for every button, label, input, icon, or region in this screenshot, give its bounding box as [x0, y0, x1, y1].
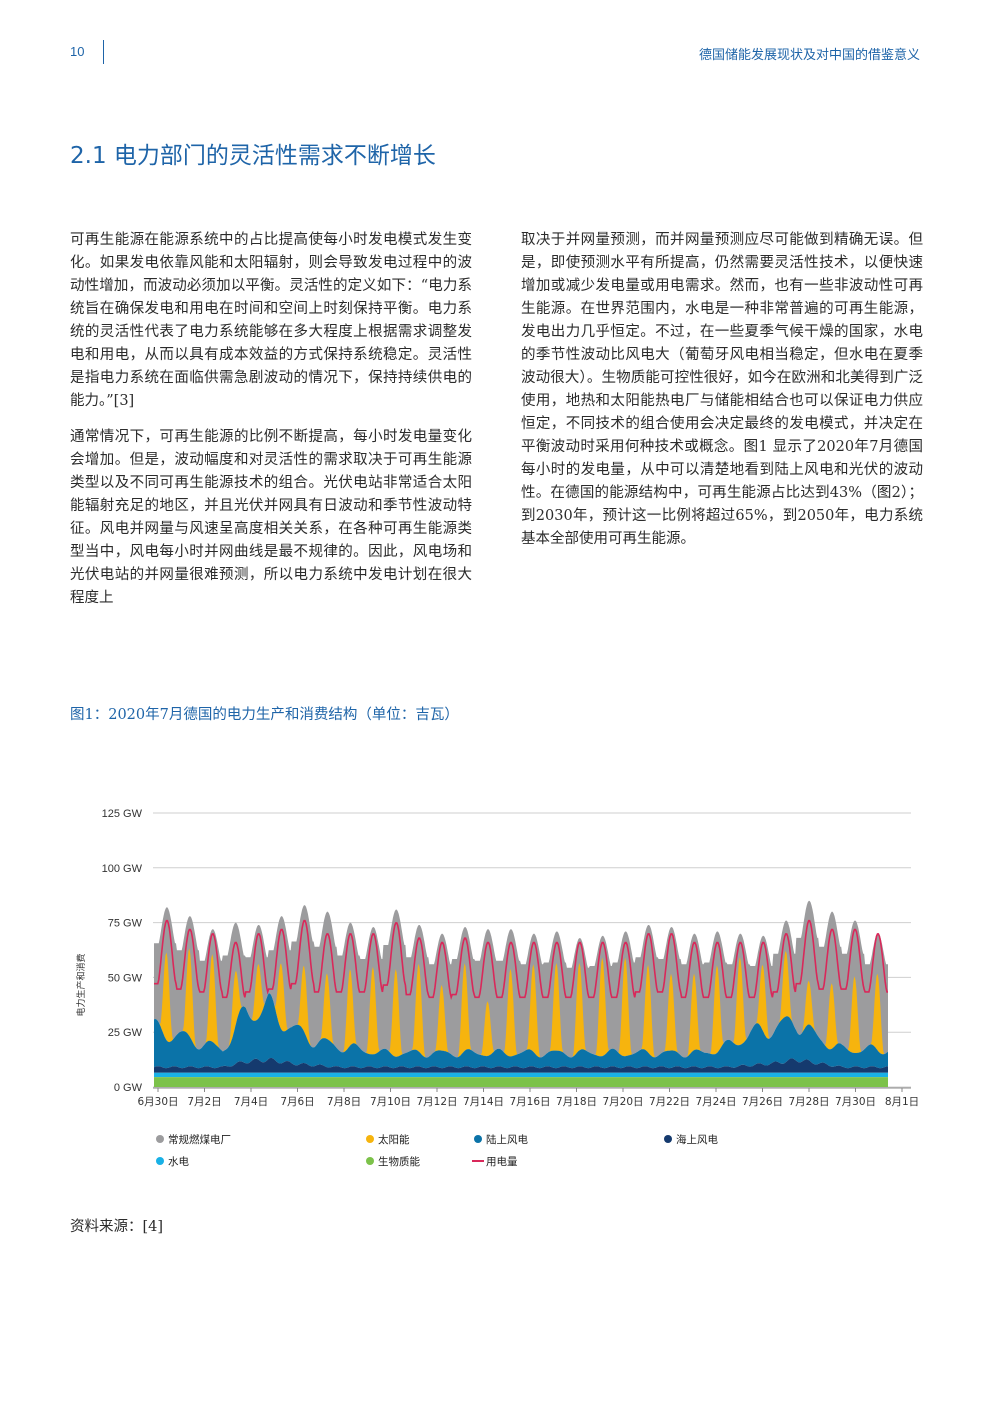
legend-swatch-wind-offshore [664, 1135, 672, 1143]
x-tick-label: 7月26日 [742, 1096, 783, 1108]
x-tick-label: 7月22日 [649, 1096, 690, 1108]
legend-label: 太阳能 [378, 1133, 410, 1146]
x-tick-label: 7月30日 [835, 1096, 876, 1108]
x-tick-label: 7月18日 [556, 1096, 597, 1108]
x-tick-label: 7月16日 [509, 1096, 550, 1108]
x-tick-label: 7月28日 [788, 1096, 829, 1108]
running-header-title: 德国储能发展现状及对中国的借鉴意义 [698, 48, 920, 63]
x-tick-label: 7月12日 [416, 1096, 457, 1108]
x-tick-label: 7月10日 [370, 1096, 411, 1108]
legend-swatch-solar [366, 1135, 374, 1143]
x-tick-label: 7月8日 [327, 1096, 361, 1108]
series-wind-onshore-area [154, 993, 888, 1069]
legend-label: 水电 [168, 1155, 189, 1168]
y-tick-label: 125 GW [102, 808, 143, 820]
body-column-right: 取决于并网量预测，而并网量预测应尽可能做到精确无误。但是，即使预测水平有所提高，… [521, 229, 923, 564]
x-tick-label: 7月24日 [695, 1096, 736, 1108]
y-tick-label: 25 GW [108, 1027, 143, 1039]
y-axis-label: 电力生产和消费 [75, 953, 87, 1016]
page-number: 10 [70, 44, 85, 59]
legend-swatch-conventional [156, 1135, 164, 1143]
series-consumption-line [154, 919, 888, 1001]
figure-caption: 图1：2020年7月德国的电力生产和消费结构（单位：吉瓦） [70, 707, 459, 723]
y-tick-label: 0 GW [114, 1082, 143, 1094]
legend-label: 陆上风电 [486, 1133, 528, 1146]
x-tick-label: 7月14日 [463, 1096, 504, 1108]
x-tick-label: 7月2日 [187, 1096, 221, 1108]
legend-label: 生物质能 [378, 1155, 420, 1168]
y-tick-label: 75 GW [108, 918, 143, 930]
body-paragraph: 可再生能源在能源系统中的占比提高使每小时发电模式发生变化。如果发电依靠风能和太阳… [70, 232, 472, 409]
body-column-left: 可再生能源在能源系统中的占比提高使每小时发电模式发生变化。如果发电依靠风能和太阳… [70, 229, 472, 623]
series-hydro-area [154, 1072, 888, 1078]
x-tick-label: 6月30日 [137, 1096, 178, 1108]
x-tick-label: 8月1日 [885, 1096, 919, 1108]
body-paragraph: 通常情况下，可再生能源的比例不断提高，每小时发电量变化会增加。但是，波动幅度和对… [70, 429, 472, 606]
header-divider [103, 40, 104, 64]
figure-source: 资料来源：[4] [70, 1219, 164, 1235]
series-solar-area [154, 948, 888, 1058]
x-tick-label: 7月6日 [280, 1096, 314, 1108]
legend-label: 常规燃煤电厂 [168, 1133, 231, 1146]
legend-swatch-biomass [366, 1157, 374, 1165]
legend-swatch-hydro [156, 1157, 164, 1165]
section-title: 2.1 电力部门的灵活性需求不断增长 [70, 143, 436, 169]
x-tick-label: 7月4日 [234, 1096, 268, 1108]
legend-label: 用电量 [486, 1155, 518, 1168]
x-tick-label: 7月20日 [602, 1096, 643, 1108]
body-paragraph: 取决于并网量预测，而并网量预测应尽可能做到精确无误。但是，即使预测水平有所提高，… [521, 232, 923, 547]
series-biomass-area [154, 1077, 888, 1087]
y-tick-label: 50 GW [108, 972, 143, 984]
y-tick-label: 100 GW [102, 863, 143, 875]
series-wind-offshore-area [154, 1058, 888, 1073]
series-conventional-area [154, 900, 888, 1058]
power-chart: 0 GW 25 GW 50 GW 75 GW 100 GW 125 GW 电力生产和消费 6月… [75, 808, 919, 1168]
legend-label: 海上风电 [676, 1133, 718, 1146]
legend-swatch-wind-onshore [474, 1135, 482, 1143]
